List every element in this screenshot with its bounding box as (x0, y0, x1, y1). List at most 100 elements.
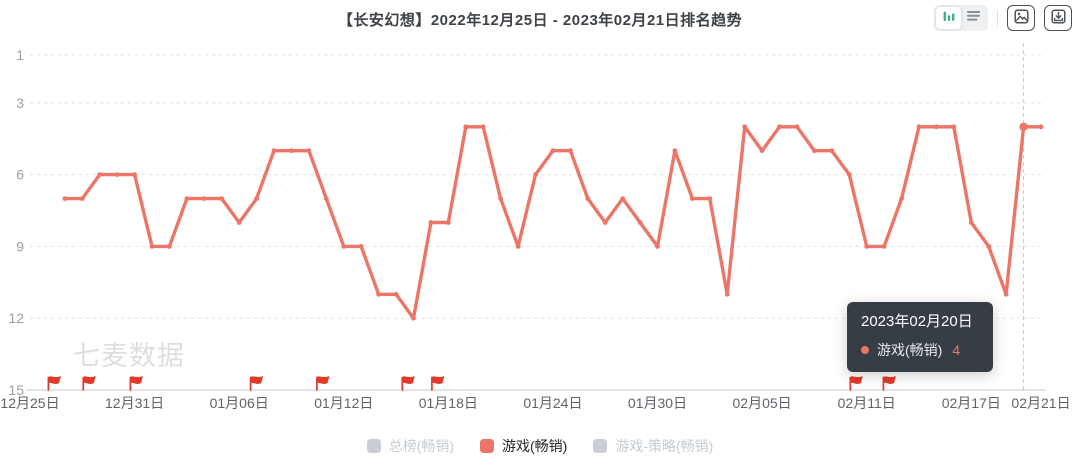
flag-icon[interactable] (47, 376, 61, 391)
x-axis-tick-label: 01月12日 (314, 395, 373, 411)
data-point[interactable] (411, 315, 416, 321)
flag-icon[interactable] (316, 376, 330, 391)
chart-view-button[interactable] (936, 7, 961, 29)
data-point[interactable] (759, 148, 765, 154)
data-point[interactable] (655, 244, 660, 249)
data-point[interactable] (986, 244, 992, 249)
data-point[interactable] (777, 124, 782, 130)
data-point[interactable] (568, 148, 573, 154)
data-point[interactable] (341, 244, 347, 249)
data-point[interactable] (968, 220, 974, 225)
y-axis-tick-label: 15 (8, 382, 24, 398)
download-button[interactable] (1044, 5, 1072, 31)
data-point[interactable] (812, 148, 817, 154)
data-point[interactable] (550, 148, 556, 154)
data-point[interactable] (254, 196, 259, 202)
data-point[interactable] (428, 220, 434, 225)
view-mode-toggle (934, 5, 988, 31)
data-point[interactable] (533, 172, 538, 178)
x-axis-tick-label: 12月31日 (105, 395, 164, 411)
data-point[interactable] (620, 196, 626, 202)
tooltip-date: 2023年02月20日 (861, 313, 973, 330)
flag-icon[interactable] (882, 376, 896, 391)
data-point[interactable] (637, 220, 643, 225)
data-point[interactable] (463, 124, 469, 130)
data-point[interactable] (881, 244, 887, 249)
legend-label: 游戏(畅销) (502, 438, 568, 454)
data-point[interactable] (97, 172, 103, 178)
data-point[interactable] (916, 124, 922, 130)
data-point[interactable] (934, 124, 939, 130)
x-axis-tick-label: 02月17日 (942, 395, 1001, 411)
image-icon (1013, 9, 1029, 27)
data-point[interactable] (376, 291, 381, 297)
data-point[interactable] (184, 196, 190, 202)
data-point[interactable] (899, 196, 904, 202)
data-point[interactable] (951, 124, 957, 130)
watermark: 七麦数据 (73, 341, 185, 371)
flag-icon[interactable] (401, 376, 415, 391)
data-point[interactable] (1003, 291, 1009, 297)
data-point[interactable] (602, 220, 608, 225)
data-point[interactable] (201, 196, 207, 202)
data-point[interactable] (724, 291, 730, 297)
data-point[interactable] (358, 244, 364, 249)
tooltip-series-value: 4 (952, 342, 961, 358)
flag-icon[interactable] (249, 376, 264, 391)
chart-title: 【长安幻想】2022年12月25日 - 2023年02月21日排名趋势 (337, 12, 743, 29)
flag-icon[interactable] (431, 376, 445, 391)
bar-chart-icon (942, 9, 956, 28)
data-point[interactable] (62, 196, 68, 202)
chart-tooltip: 2023年02月20日 游戏(畅销) 4 (847, 302, 993, 372)
data-point[interactable] (829, 148, 835, 154)
data-point[interactable] (289, 148, 294, 154)
x-axis-tick-label: 02月11日 (838, 395, 896, 411)
tooltip-series-row: 游戏(畅销) 4 (861, 340, 979, 360)
legend-swatch (480, 439, 494, 453)
y-axis-tick-label: 3 (16, 95, 24, 111)
data-point[interactable] (480, 124, 486, 130)
flag-icon[interactable] (849, 376, 863, 391)
x-axis-tick-label: 02月21日 (1011, 395, 1070, 411)
data-point[interactable] (306, 148, 312, 154)
data-point[interactable] (219, 196, 225, 202)
data-point[interactable] (707, 196, 713, 202)
hover-point[interactable] (1019, 122, 1028, 131)
y-axis-tick-label: 1 (16, 47, 24, 63)
data-point[interactable] (672, 148, 678, 154)
x-axis-tick-label: 01月30日 (628, 395, 687, 411)
data-point[interactable] (515, 244, 521, 249)
data-point[interactable] (690, 196, 695, 202)
chart-controls (934, 5, 1072, 31)
legend-label: 总榜(畅销) (388, 438, 454, 454)
data-point[interactable] (445, 220, 451, 225)
data-point[interactable] (132, 172, 138, 178)
flag-icon[interactable] (82, 376, 96, 391)
data-point[interactable] (149, 244, 155, 249)
data-point[interactable] (585, 196, 591, 202)
data-point[interactable] (742, 124, 748, 130)
flag-icon[interactable] (129, 376, 143, 391)
list-view-button[interactable] (961, 7, 986, 29)
data-point[interactable] (498, 196, 503, 202)
legend-item-game-strategy[interactable]: 游戏-策略(畅销) (593, 436, 713, 456)
data-point[interactable] (323, 196, 329, 202)
data-point[interactable] (79, 196, 85, 202)
data-point[interactable] (1038, 124, 1044, 130)
x-axis-tick-label: 01月06日 (210, 395, 269, 411)
y-axis-tick-label: 12 (8, 310, 24, 326)
data-point[interactable] (864, 244, 870, 249)
export-image-button[interactable] (1007, 5, 1035, 31)
data-point[interactable] (236, 220, 242, 225)
legend-swatch (593, 439, 608, 453)
legend-item-game[interactable]: 游戏(畅销) (480, 436, 567, 456)
x-axis-tick-label: 01月24日 (523, 395, 582, 411)
data-point[interactable] (167, 244, 172, 249)
data-point[interactable] (846, 172, 852, 178)
data-point[interactable] (393, 291, 399, 297)
data-point[interactable] (114, 172, 120, 178)
data-point[interactable] (271, 148, 277, 154)
data-point[interactable] (794, 124, 800, 130)
legend-item-total[interactable]: 总榜(畅销) (366, 436, 454, 456)
